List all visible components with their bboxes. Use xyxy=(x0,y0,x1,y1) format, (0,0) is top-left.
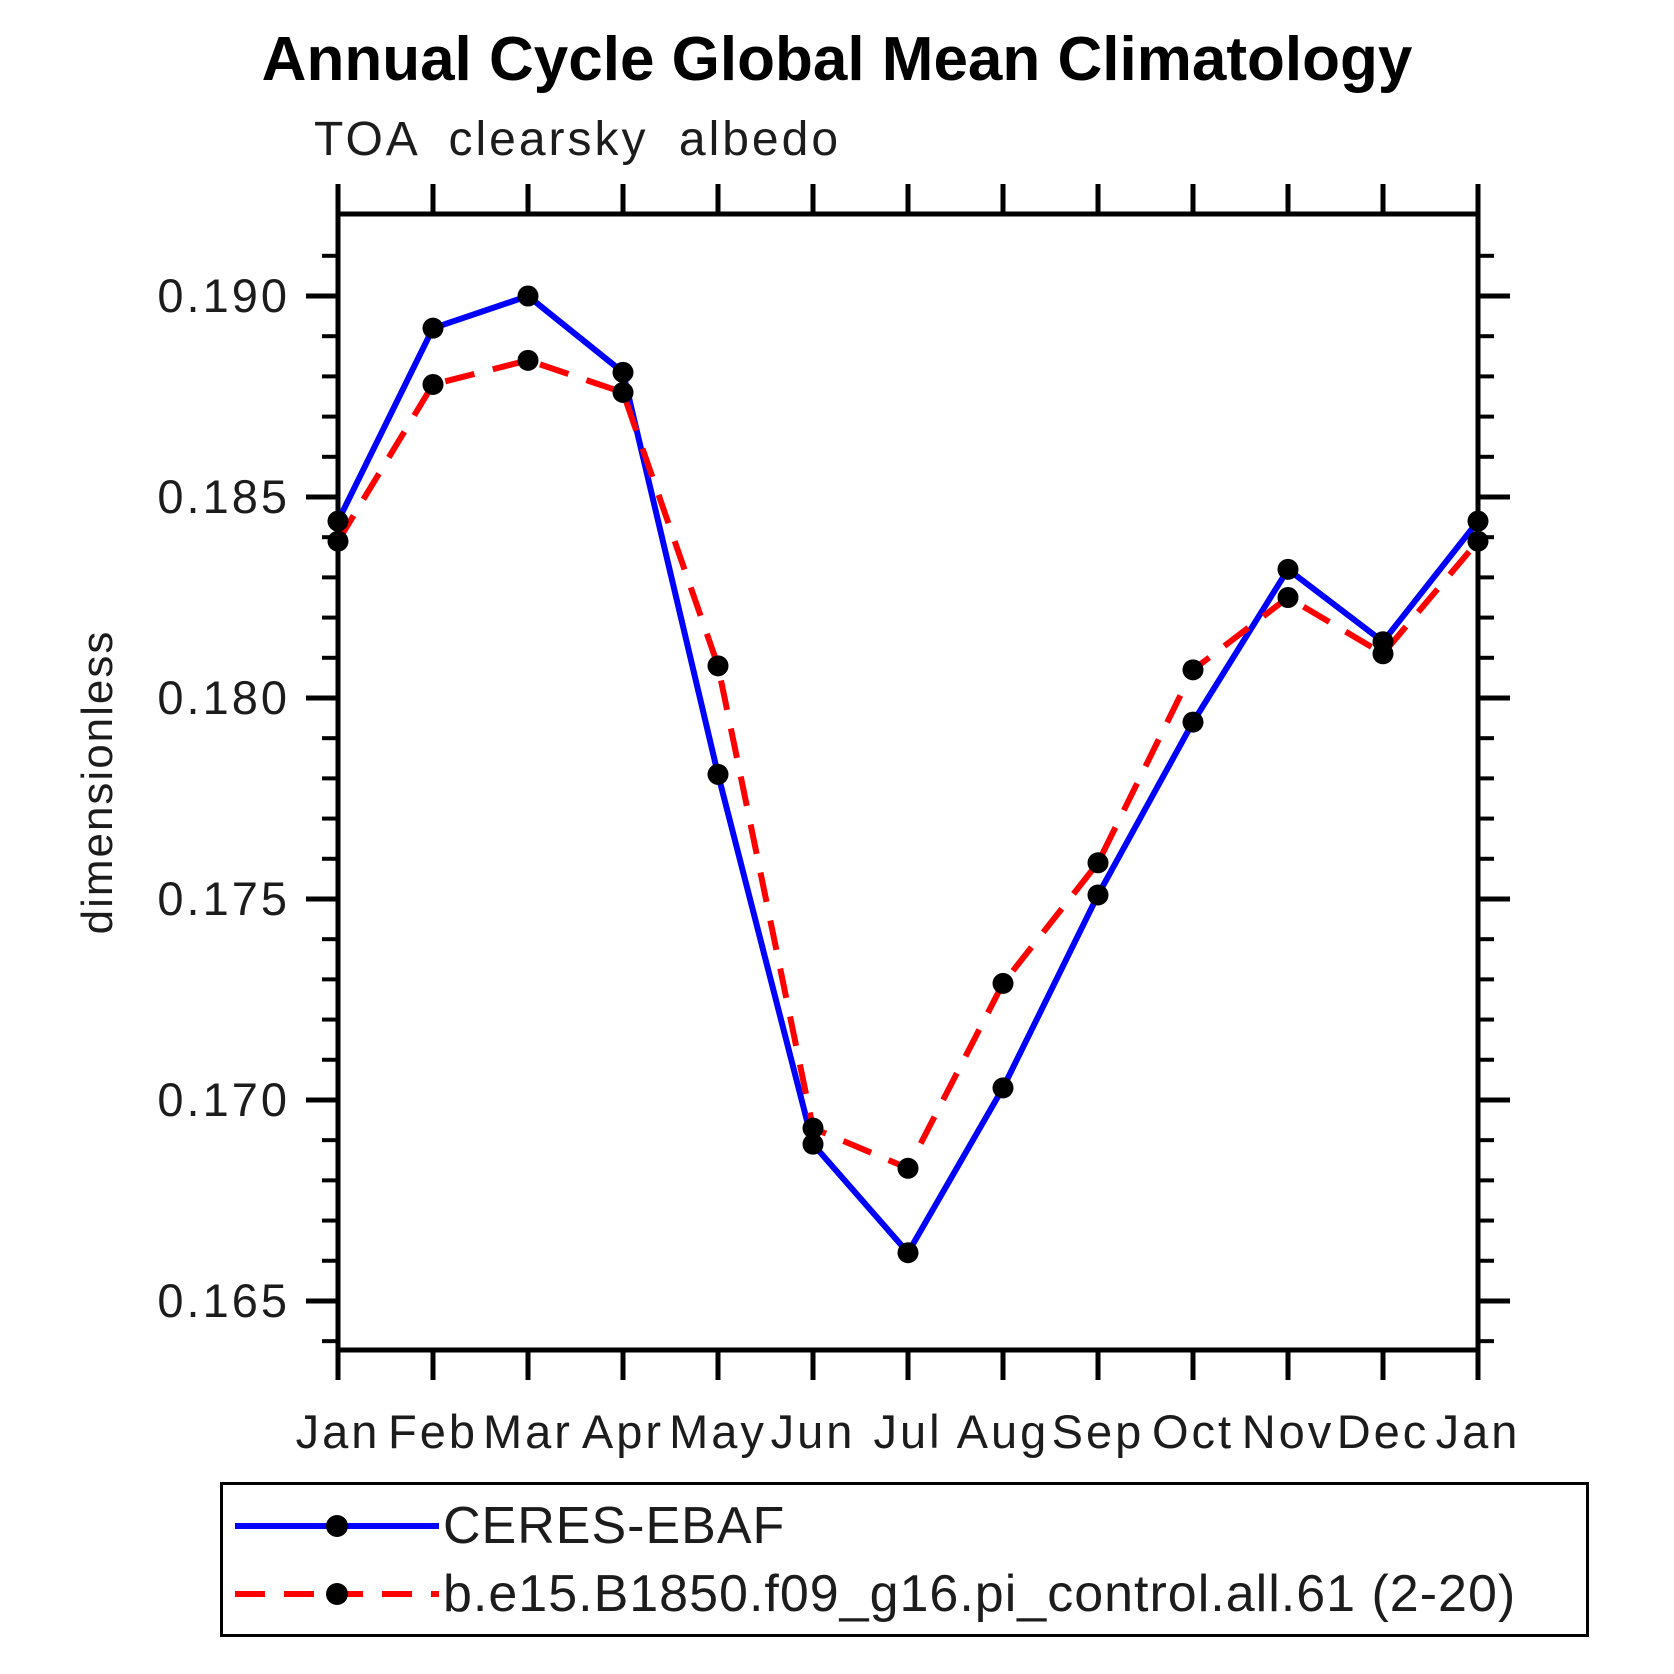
data-point-marker-s1 xyxy=(897,1157,919,1179)
x-tick-label: Jul xyxy=(873,1405,942,1458)
x-tick-label: Apr xyxy=(582,1405,664,1458)
x-tick-label: Oct xyxy=(1152,1405,1234,1458)
y-tick-label: 0.175 xyxy=(157,872,290,925)
x-tick-label: May xyxy=(669,1405,767,1458)
legend-line-sample-ceres xyxy=(235,1514,439,1537)
legend-item-model: b.e15.B1850.f09_g16.pi_control.all.61 (2… xyxy=(231,1563,1586,1625)
x-tick-label: Jun xyxy=(771,1405,856,1458)
y-tick-label: 0.170 xyxy=(157,1073,290,1126)
x-tick-label: Jan xyxy=(296,1405,381,1458)
data-point-marker-s0 xyxy=(802,1133,824,1155)
data-point-marker-s0 xyxy=(612,361,634,383)
x-tick-label: Sep xyxy=(1052,1405,1145,1458)
data-point-marker-s1 xyxy=(992,972,1014,994)
data-point-marker-s0 xyxy=(422,317,444,339)
x-tick-label: Feb xyxy=(388,1405,478,1458)
legend-box: CERES-EBAF b.e15.B1850.f09_g16.pi_contro… xyxy=(220,1482,1589,1637)
series-line-1 xyxy=(335,357,1481,1172)
legend-label-ceres: CERES-EBAF xyxy=(443,1496,786,1555)
data-point-marker-s1 xyxy=(1277,586,1299,608)
series-line-0 xyxy=(335,293,1481,1256)
x-tick-label: Jan xyxy=(1436,1405,1521,1458)
legend-item-ceres-ebaf: CERES-EBAF xyxy=(231,1495,1586,1557)
x-tick-label: Nov xyxy=(1242,1405,1335,1458)
data-point-marker-s1 xyxy=(327,530,349,552)
data-point-marker-s0 xyxy=(1277,558,1299,580)
x-tick-label: Mar xyxy=(483,1405,573,1458)
legend-label-model: b.e15.B1850.f09_g16.pi_control.all.61 (2… xyxy=(443,1564,1517,1623)
data-point-marker-s0 xyxy=(1182,711,1204,733)
legend-sample-marker xyxy=(326,1582,348,1605)
data-point-marker-s1 xyxy=(707,655,729,677)
data-point-marker-s0 xyxy=(517,285,539,307)
chart-title: Annual Cycle Global Mean Climatology xyxy=(261,25,1413,94)
data-point-marker-s1 xyxy=(422,373,444,395)
data-point-marker-s0 xyxy=(707,763,729,785)
plot-frame xyxy=(335,211,1481,1353)
x-tick-label: Aug xyxy=(957,1405,1050,1458)
chart-subtitle: TOA clearsky albedo xyxy=(314,113,842,166)
y-tick-label: 0.165 xyxy=(157,1274,290,1327)
legend-line-sample-model xyxy=(235,1582,439,1605)
data-point-marker-s1 xyxy=(1087,852,1109,874)
data-point-marker-s1 xyxy=(517,349,539,371)
y-tick-label: 0.180 xyxy=(157,671,290,724)
data-point-marker-s0 xyxy=(1467,510,1489,532)
x-tick-label: Dec xyxy=(1337,1405,1430,1458)
legend-sample-marker xyxy=(326,1514,348,1537)
data-point-marker-s1 xyxy=(1182,659,1204,681)
data-point-marker-s0 xyxy=(1087,884,1109,906)
data-point-marker-s1 xyxy=(612,381,634,403)
data-point-marker-s0 xyxy=(992,1077,1014,1099)
data-point-marker-s0 xyxy=(897,1242,919,1264)
data-point-marker-s1 xyxy=(1372,643,1394,665)
y-tick-label: 0.185 xyxy=(157,470,290,523)
data-point-marker-s0 xyxy=(327,510,349,532)
y-tick-label: 0.190 xyxy=(157,269,290,322)
data-point-marker-s1 xyxy=(1467,530,1489,552)
data-point-marker-s1 xyxy=(802,1117,824,1139)
